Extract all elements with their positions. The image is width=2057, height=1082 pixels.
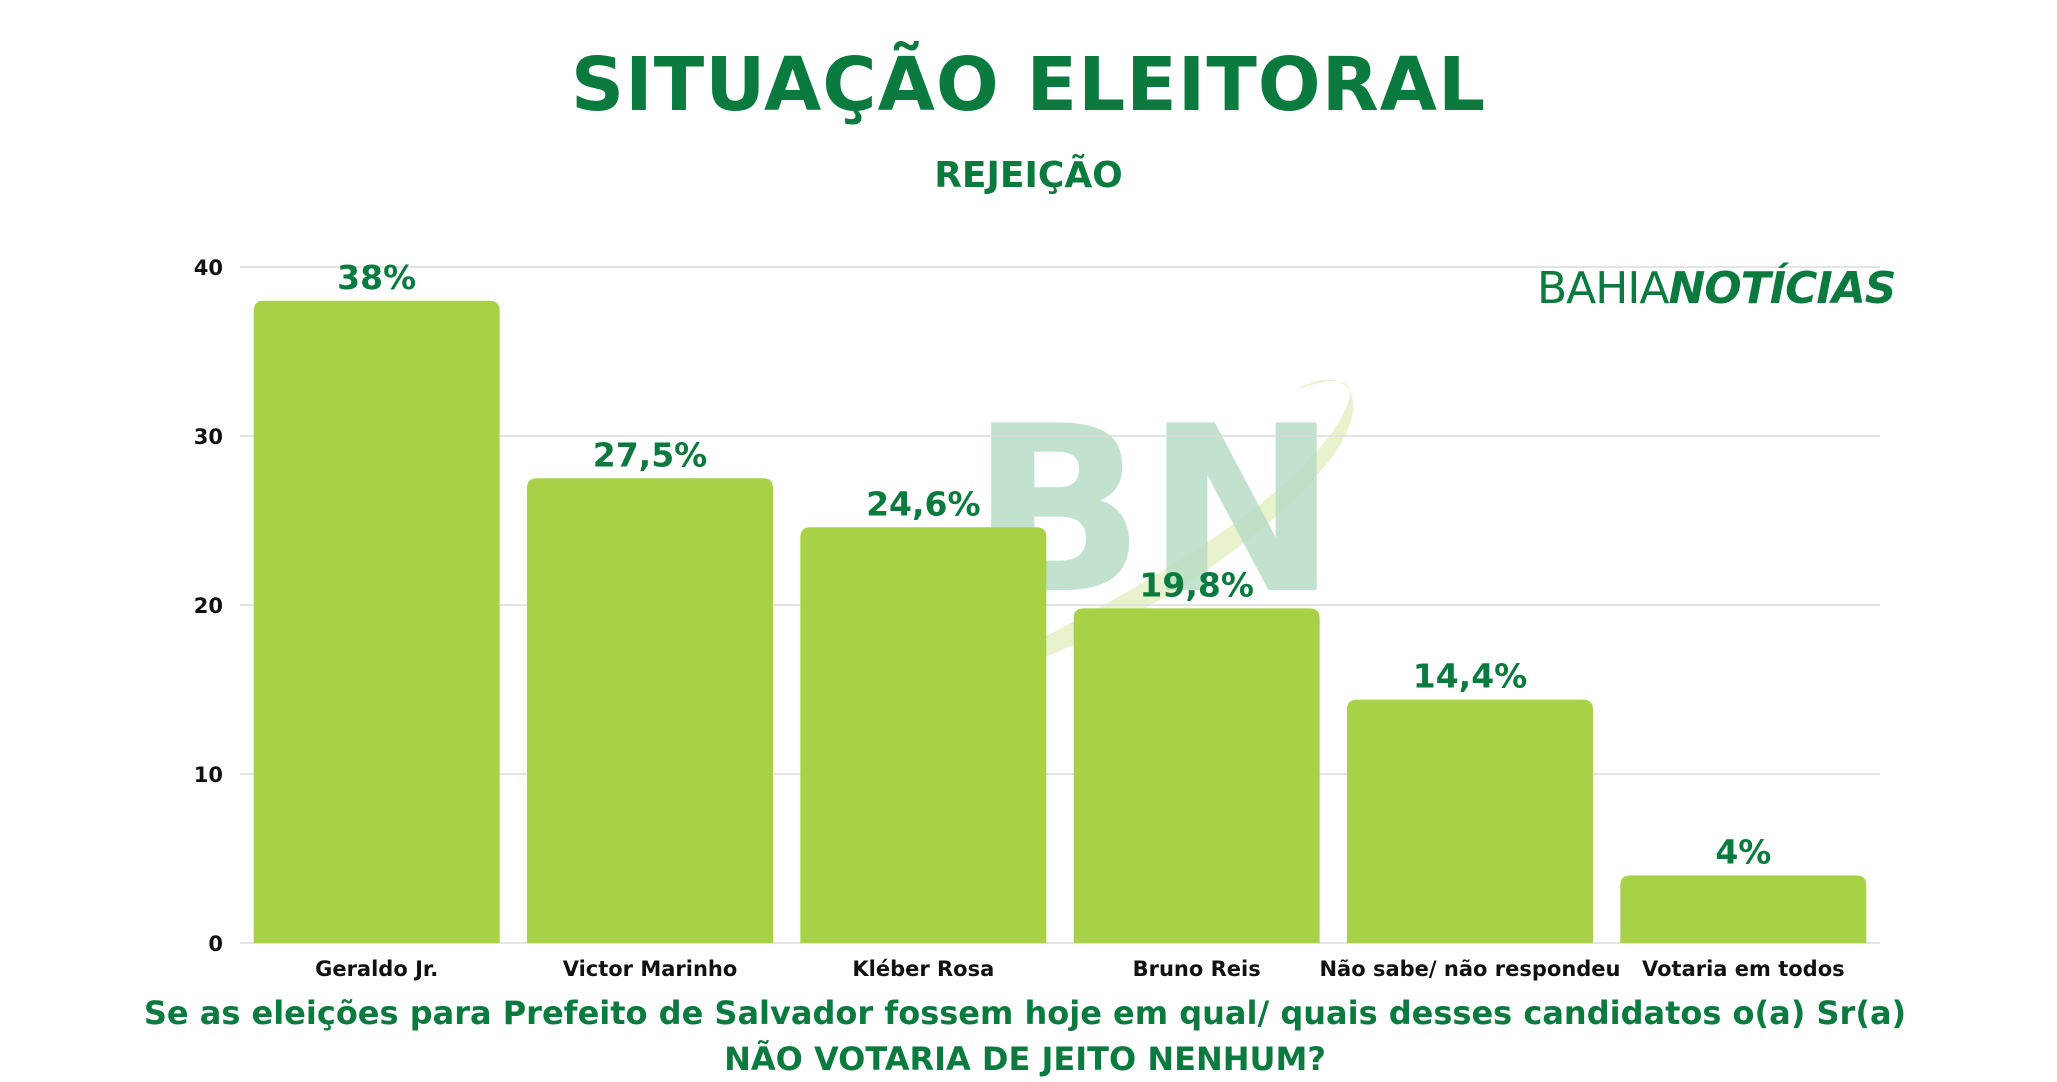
y-tick-label: 30 xyxy=(194,425,223,449)
chart-title: SITUAÇÃO ELEITORAL xyxy=(570,42,1487,128)
x-tick-label: Kléber Rosa xyxy=(852,957,994,981)
bar-value-label: 38% xyxy=(337,258,416,297)
logo-part1: BAHIA xyxy=(1537,263,1669,314)
chart-subtitle: REJEIÇÃO xyxy=(934,155,1123,196)
survey-question: Se as eleições para Prefeito de Salvador… xyxy=(143,994,1907,1078)
bar-value-label: 27,5% xyxy=(593,435,708,474)
bar xyxy=(1073,608,1320,943)
x-tick-label: Victor Marinho xyxy=(563,957,738,981)
y-tick-label: 10 xyxy=(194,763,223,787)
bahia-noticias-logo: BAHIANOTÍCIAS xyxy=(1537,263,1896,314)
bar xyxy=(253,300,500,943)
x-tick-label: Bruno Reis xyxy=(1133,957,1261,981)
y-tick-label: 20 xyxy=(194,594,223,618)
bar-value-label: 24,6% xyxy=(866,484,981,523)
logo-part2: NOTÍCIAS xyxy=(1668,263,1896,314)
x-tick-label: Votaria em todos xyxy=(1642,957,1845,981)
bar-value-label: 14,4% xyxy=(1413,657,1528,696)
bar-value-label: 19,8% xyxy=(1139,565,1254,604)
bar xyxy=(1620,875,1867,943)
y-tick-label: 0 xyxy=(208,932,223,956)
bar xyxy=(1347,699,1593,943)
bar-value-label: 4% xyxy=(1715,832,1771,871)
bar xyxy=(800,527,1047,943)
x-tick-label: Não sabe/ não respondeu xyxy=(1319,957,1620,981)
y-tick-label: 40 xyxy=(194,256,223,280)
bar xyxy=(527,478,773,943)
x-tick-label: Geraldo Jr. xyxy=(315,957,438,981)
